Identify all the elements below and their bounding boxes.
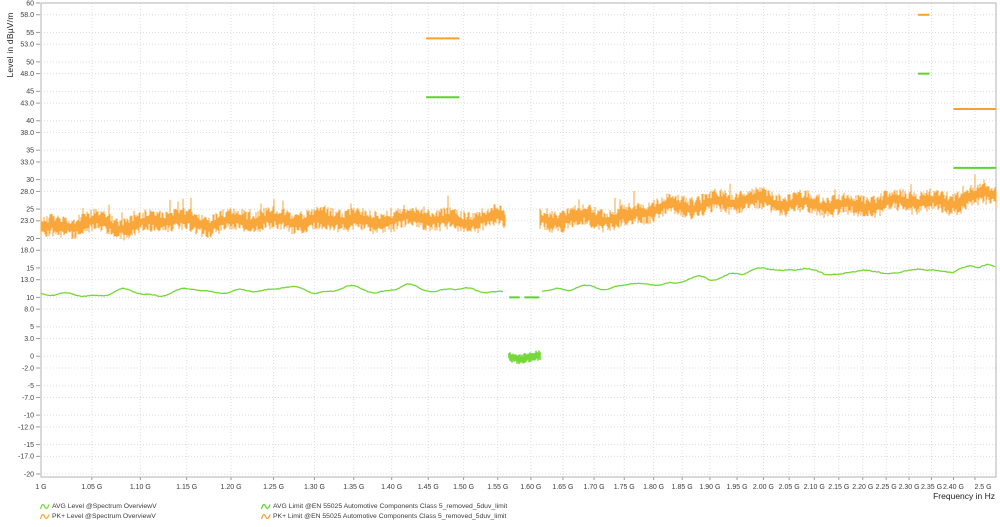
svg-text:20: 20: [26, 236, 34, 243]
svg-text:-17.0: -17.0: [18, 454, 34, 461]
svg-text:1.10 G: 1.10 G: [130, 484, 151, 491]
svg-text:1.15 G: 1.15 G: [176, 484, 197, 491]
svg-text:45: 45: [26, 89, 34, 96]
svg-text:1.05 G: 1.05 G: [81, 484, 102, 491]
svg-text:-10: -10: [24, 413, 34, 420]
svg-text:28.0: 28.0: [20, 189, 34, 196]
wave-icon: [40, 513, 50, 520]
svg-text:1.45 G: 1.45 G: [418, 484, 439, 491]
svg-text:-2.0: -2.0: [22, 365, 34, 372]
svg-text:-5: -5: [28, 383, 34, 390]
svg-text:2.40 G: 2.40 G: [943, 484, 964, 491]
svg-text:33.0: 33.0: [20, 159, 34, 166]
svg-text:40: 40: [26, 118, 34, 125]
svg-text:1.95 G: 1.95 G: [727, 484, 748, 491]
svg-text:0: 0: [30, 354, 34, 361]
svg-text:15: 15: [26, 265, 34, 272]
trace-1: [40, 263, 996, 298]
svg-text:25: 25: [26, 206, 34, 213]
legend-item-pk-level[interactable]: PK+ Level @Spectrum OverviewV: [40, 512, 156, 521]
svg-text:1.20 G: 1.20 G: [221, 484, 242, 491]
axis-tick-labels: 6058.05553.05048.04543.04038.03533.03028…: [18, 0, 992, 491]
legend-label: PK+ Level @Spectrum OverviewV: [52, 513, 156, 520]
svg-text:2.00 G: 2.00 G: [753, 484, 774, 491]
svg-text:2.5 G: 2.5 G: [974, 484, 991, 491]
svg-text:8.0: 8.0: [24, 307, 34, 314]
limit-lines: [426, 13, 996, 299]
trace-2: [508, 350, 541, 365]
legend: AVG Level @Spectrum OverviewV PK+ Level …: [0, 500, 1000, 524]
legend-label: PK+ Limit @EN 55025 Automotive Component…: [273, 513, 507, 520]
svg-text:2.25 G: 2.25 G: [876, 484, 897, 491]
svg-text:-7.0: -7.0: [22, 395, 34, 402]
svg-text:50: 50: [26, 59, 34, 66]
svg-text:1.40 G: 1.40 G: [381, 484, 402, 491]
svg-text:2.05 G: 2.05 G: [779, 484, 800, 491]
svg-text:38.0: 38.0: [20, 130, 34, 137]
svg-text:-15: -15: [24, 442, 34, 449]
svg-text:1.30 G: 1.30 G: [304, 484, 325, 491]
svg-text:2.15 G: 2.15 G: [828, 484, 849, 491]
svg-text:-12.0: -12.0: [18, 424, 34, 431]
plot-border: [40, 2, 997, 478]
svg-text:55: 55: [26, 30, 34, 37]
svg-text:1.80 G: 1.80 G: [643, 484, 664, 491]
svg-text:2.30 G: 2.30 G: [899, 484, 920, 491]
svg-text:18.0: 18.0: [20, 248, 34, 255]
wave-icon: [261, 513, 271, 520]
svg-text:1 G: 1 G: [35, 484, 46, 491]
svg-text:30: 30: [26, 177, 34, 184]
svg-text:3.0: 3.0: [24, 336, 34, 343]
svg-text:43.0: 43.0: [20, 100, 34, 107]
svg-text:23.0: 23.0: [20, 218, 34, 225]
svg-text:53.0: 53.0: [20, 42, 34, 49]
svg-text:1.35 G: 1.35 G: [343, 484, 364, 491]
x-axis-title: Frequency in Hz: [933, 491, 995, 501]
svg-text:58.0: 58.0: [20, 12, 34, 19]
trace-0: [40, 174, 997, 241]
svg-text:1.90 G: 1.90 G: [699, 484, 720, 491]
svg-text:5: 5: [30, 324, 34, 331]
svg-text:1.50 G: 1.50 G: [453, 484, 474, 491]
svg-text:1.70 G: 1.70 G: [584, 484, 605, 491]
svg-text:1.65 G: 1.65 G: [552, 484, 573, 491]
svg-text:35: 35: [26, 148, 34, 155]
legend-label: AVG Level @Spectrum OverviewV: [52, 503, 157, 510]
wave-icon: [261, 503, 271, 510]
legend-item-avg-level[interactable]: AVG Level @Spectrum OverviewV: [40, 502, 157, 511]
svg-text:2.35 G: 2.35 G: [921, 484, 942, 491]
svg-text:1.25 G: 1.25 G: [263, 484, 284, 491]
svg-text:60: 60: [26, 0, 34, 7]
svg-text:-20: -20: [24, 471, 34, 478]
legend-item-pk-limit[interactable]: PK+ Limit @EN 55025 Automotive Component…: [261, 512, 506, 521]
wave-icon: [40, 503, 50, 510]
legend-item-avg-limit[interactable]: AVG Limit @EN 55025 Automotive Component…: [261, 502, 507, 511]
gridlines: [41, 3, 996, 477]
svg-text:1.75 G: 1.75 G: [614, 484, 635, 491]
svg-text:10: 10: [26, 295, 34, 302]
svg-text:13.0: 13.0: [20, 277, 34, 284]
axis-ticks: [36, 2, 976, 480]
svg-text:2.10 G: 2.10 G: [804, 484, 825, 491]
svg-text:1.55 G: 1.55 G: [487, 484, 508, 491]
svg-text:2.20 G: 2.20 G: [852, 484, 873, 491]
svg-text:1.60 G: 1.60 G: [520, 484, 541, 491]
legend-label: AVG Limit @EN 55025 Automotive Component…: [273, 503, 508, 510]
svg-text:48.0: 48.0: [20, 71, 34, 78]
svg-text:1.85 G: 1.85 G: [672, 484, 693, 491]
